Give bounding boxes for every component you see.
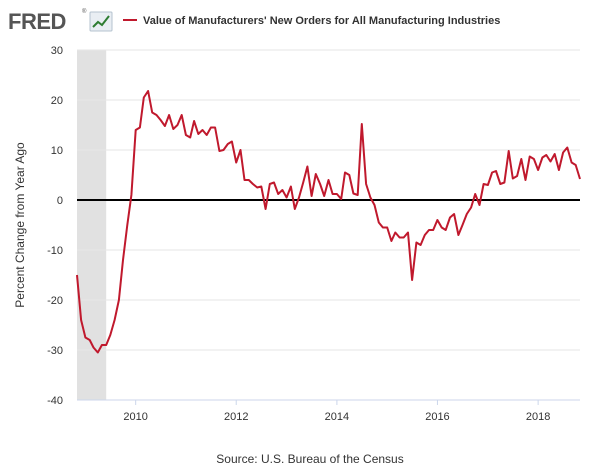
series-line [76, 90, 581, 354]
y-tick-label: -30 [47, 345, 63, 357]
x-tick-label: 2010 [123, 411, 147, 423]
legend[interactable]: Value of Manufacturers' New Orders for A… [123, 15, 500, 27]
x-tick-label: 2014 [325, 411, 349, 423]
x-tick-label: 2012 [224, 411, 248, 423]
y-axis-title: Percent Change from Year Ago [13, 142, 27, 308]
y-tick-label: 20 [51, 95, 63, 107]
y-tick-label: 10 [51, 145, 63, 157]
fred-chart-icon [89, 11, 113, 32]
fred-logo[interactable]: FRED ® [8, 8, 113, 34]
fred-logo-text: FRED [8, 9, 66, 34]
y-tick-label: -10 [47, 245, 63, 257]
y-tick-label: -20 [47, 295, 63, 307]
x-tick-label: 2018 [526, 411, 550, 423]
y-tick-label: 0 [57, 195, 63, 207]
registered-mark: ® [82, 8, 87, 15]
source-note: Source: U.S. Bureau of the Census [216, 452, 403, 466]
y-tick-label: 30 [51, 45, 63, 57]
legend-label: Value of Manufacturers' New Orders for A… [143, 15, 500, 27]
recession-shading [77, 50, 107, 400]
x-tick-label: 2016 [425, 411, 449, 423]
y-tick-label: -40 [47, 395, 63, 407]
